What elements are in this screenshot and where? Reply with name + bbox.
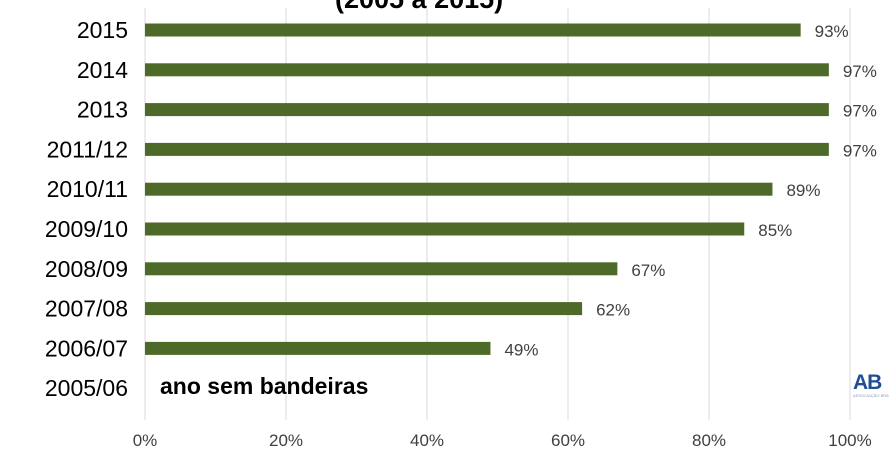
bar (145, 23, 801, 37)
category-labels: 2015 2014 2013 2011/12 2010/11 2009/10 2008/09… (45, 17, 128, 401)
category-label: 2015 (77, 17, 128, 43)
x-tick-label: 80% (692, 431, 726, 450)
x-tick-label: 60% (551, 431, 585, 450)
category-label: 2014 (77, 57, 128, 83)
category-label: 2009/10 (45, 216, 128, 242)
data-label: 97% (843, 141, 877, 160)
x-tick-label: 100% (828, 431, 871, 450)
x-tick-label: 0% (133, 431, 158, 450)
category-label: 2005/06 (45, 375, 128, 401)
bar (145, 302, 583, 316)
x-tick-label: 20% (269, 431, 303, 450)
category-label: 2008/09 (45, 256, 128, 282)
chart-title: (2005 a 2015) (335, 0, 503, 15)
category-label: 2013 (77, 97, 128, 123)
bar (145, 142, 829, 156)
data-label: 85% (758, 221, 792, 240)
logo-text: AB (853, 372, 882, 394)
logo-subtext: ASSOCIAÇÃO BRASILEIRA (853, 393, 889, 398)
category-label: 2007/08 (45, 296, 128, 322)
bars (145, 23, 829, 355)
bar (145, 103, 829, 117)
data-label: 89% (786, 181, 820, 200)
data-label: 97% (843, 102, 877, 121)
category-label: 2006/07 (45, 335, 128, 361)
no-flag-annotation: ano sem bandeiras (160, 373, 368, 399)
data-labels: 93% 97% 97% 97% 89% 85% 67% 62% 49% (504, 22, 876, 359)
bar (145, 222, 745, 236)
bar (145, 182, 773, 196)
bar (145, 341, 491, 355)
x-axis-ticks: 0% 20% 40% 60% 80% 100% (133, 431, 872, 450)
x-tick-label: 40% (410, 431, 444, 450)
data-label: 49% (504, 340, 538, 359)
category-label: 2010/11 (47, 176, 128, 202)
logo: AB ASSOCIAÇÃO BRASILEIRA (853, 372, 889, 402)
data-label: 93% (815, 22, 849, 41)
category-label: 2011/12 (47, 136, 128, 162)
bar (145, 63, 829, 77)
data-label: 62% (596, 301, 630, 320)
data-label: 97% (843, 62, 877, 81)
bar (145, 262, 618, 276)
data-label: 67% (631, 261, 665, 280)
